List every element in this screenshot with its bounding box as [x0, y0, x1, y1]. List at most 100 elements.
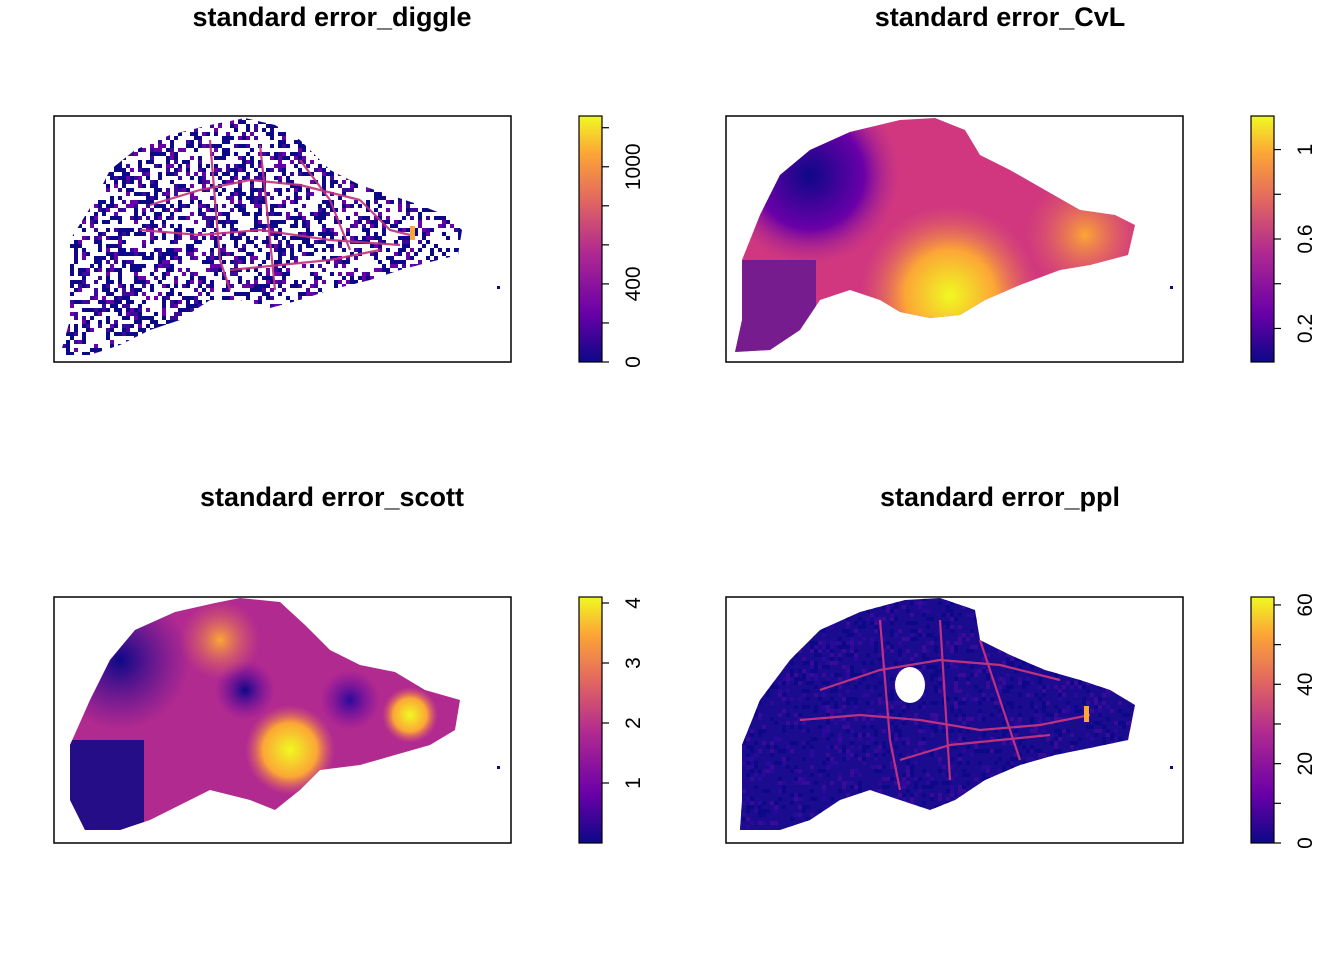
speckle-cell [338, 292, 342, 296]
speckle-cell [758, 613, 762, 617]
speckle-cell [66, 204, 70, 208]
speckle-cell [990, 789, 994, 793]
speckle-cell [878, 701, 882, 705]
speckle-cell [1042, 729, 1046, 733]
speckle-cell [1030, 657, 1034, 661]
speckle-cell [1058, 753, 1062, 757]
speckle-cell [430, 344, 434, 348]
speckle-cell [890, 693, 894, 697]
speckle-cell [1050, 777, 1054, 781]
speckle-cell [890, 709, 894, 713]
speckle-cell [142, 280, 146, 284]
speckle-cell [842, 629, 846, 633]
speckle-cell [354, 180, 358, 184]
speckle-cell [150, 160, 154, 164]
speckle-cell [314, 308, 318, 312]
speckle-cell [362, 236, 366, 240]
speckle-cell [110, 176, 114, 180]
speckle-cell [102, 128, 106, 132]
speckle-cell [790, 649, 794, 653]
speckle-cell [194, 248, 198, 252]
speckle-cell [274, 248, 278, 252]
speckle-cell [1082, 701, 1086, 705]
speckle-cell [166, 136, 170, 140]
speckle-cell [1126, 653, 1130, 657]
speckle-cell [170, 288, 174, 292]
speckle-cell [318, 348, 322, 352]
speckle-cell [730, 605, 734, 609]
speckle-cell [786, 721, 790, 725]
speckle-cell [1174, 773, 1178, 777]
speckle-cell [734, 741, 738, 745]
speckle-cell [998, 709, 1002, 713]
speckle-cell [214, 164, 218, 168]
speckle-cell [922, 653, 926, 657]
speckle-cell [230, 224, 234, 228]
speckle-cell [826, 665, 830, 669]
speckle-cell [258, 344, 262, 348]
speckle-cell [998, 645, 1002, 649]
speckle-cell [1126, 789, 1130, 793]
speckle-cell [754, 709, 758, 713]
speckle-cell [270, 212, 274, 216]
speckle-cell [506, 144, 510, 148]
speckle-cell [238, 256, 242, 260]
speckle-cell [1042, 705, 1046, 709]
speckle-cell [462, 260, 466, 264]
speckle-cell [134, 128, 138, 132]
speckle-cell [318, 156, 322, 160]
speckle-cell [1174, 701, 1178, 705]
speckle-cell [838, 693, 842, 697]
speckle-cell [386, 208, 390, 212]
speckle-cell [194, 196, 198, 200]
speckle-cell [482, 232, 486, 236]
speckle-cell [486, 344, 490, 348]
speckle-cell [302, 160, 306, 164]
speckle-cell [150, 332, 154, 336]
speckle-cell [190, 252, 194, 256]
speckle-cell [110, 172, 114, 176]
speckle-cell [222, 320, 226, 324]
speckle-cell [382, 268, 386, 272]
speckle-cell [214, 148, 218, 152]
speckle-cell [98, 244, 102, 248]
speckle-cell [430, 308, 434, 312]
speckle-cell [382, 280, 386, 284]
speckle-cell [430, 156, 434, 160]
speckle-cell [1166, 721, 1170, 725]
speckle-cell [1062, 657, 1066, 661]
speckle-cell [358, 300, 362, 304]
speckle-cell [922, 665, 926, 669]
speckle-cell [930, 717, 934, 721]
speckle-cell [202, 132, 206, 136]
speckle-cell [90, 308, 94, 312]
speckle-cell [62, 252, 66, 256]
speckle-cell [222, 212, 226, 216]
speckle-cell [66, 332, 70, 336]
speckle-cell [494, 240, 498, 244]
speckle-cell [1178, 709, 1182, 713]
speckle-cell [414, 232, 418, 236]
speckle-cell [1034, 761, 1038, 765]
speckle-cell [878, 617, 882, 621]
speckle-cell [762, 725, 766, 729]
speckle-cell [926, 617, 930, 621]
speckle-cell [446, 304, 450, 308]
speckle-cell [1006, 729, 1010, 733]
speckle-cell [462, 336, 466, 340]
speckle-cell [214, 328, 218, 332]
speckle-cell [418, 240, 422, 244]
speckle-cell [122, 144, 126, 148]
speckle-cell [1006, 769, 1010, 773]
speckle-cell [342, 356, 346, 360]
speckle-cell [60, 228, 62, 232]
panel-ppl [725, 596, 1184, 844]
speckle-cell [842, 705, 846, 709]
speckle-cell [870, 717, 874, 721]
speckle-cell [934, 749, 938, 753]
speckle-cell [1150, 681, 1154, 685]
speckle-cell [334, 180, 338, 184]
speckle-cell [1106, 693, 1110, 697]
speckle-cell [486, 292, 490, 296]
speckle-cell [1106, 641, 1110, 645]
